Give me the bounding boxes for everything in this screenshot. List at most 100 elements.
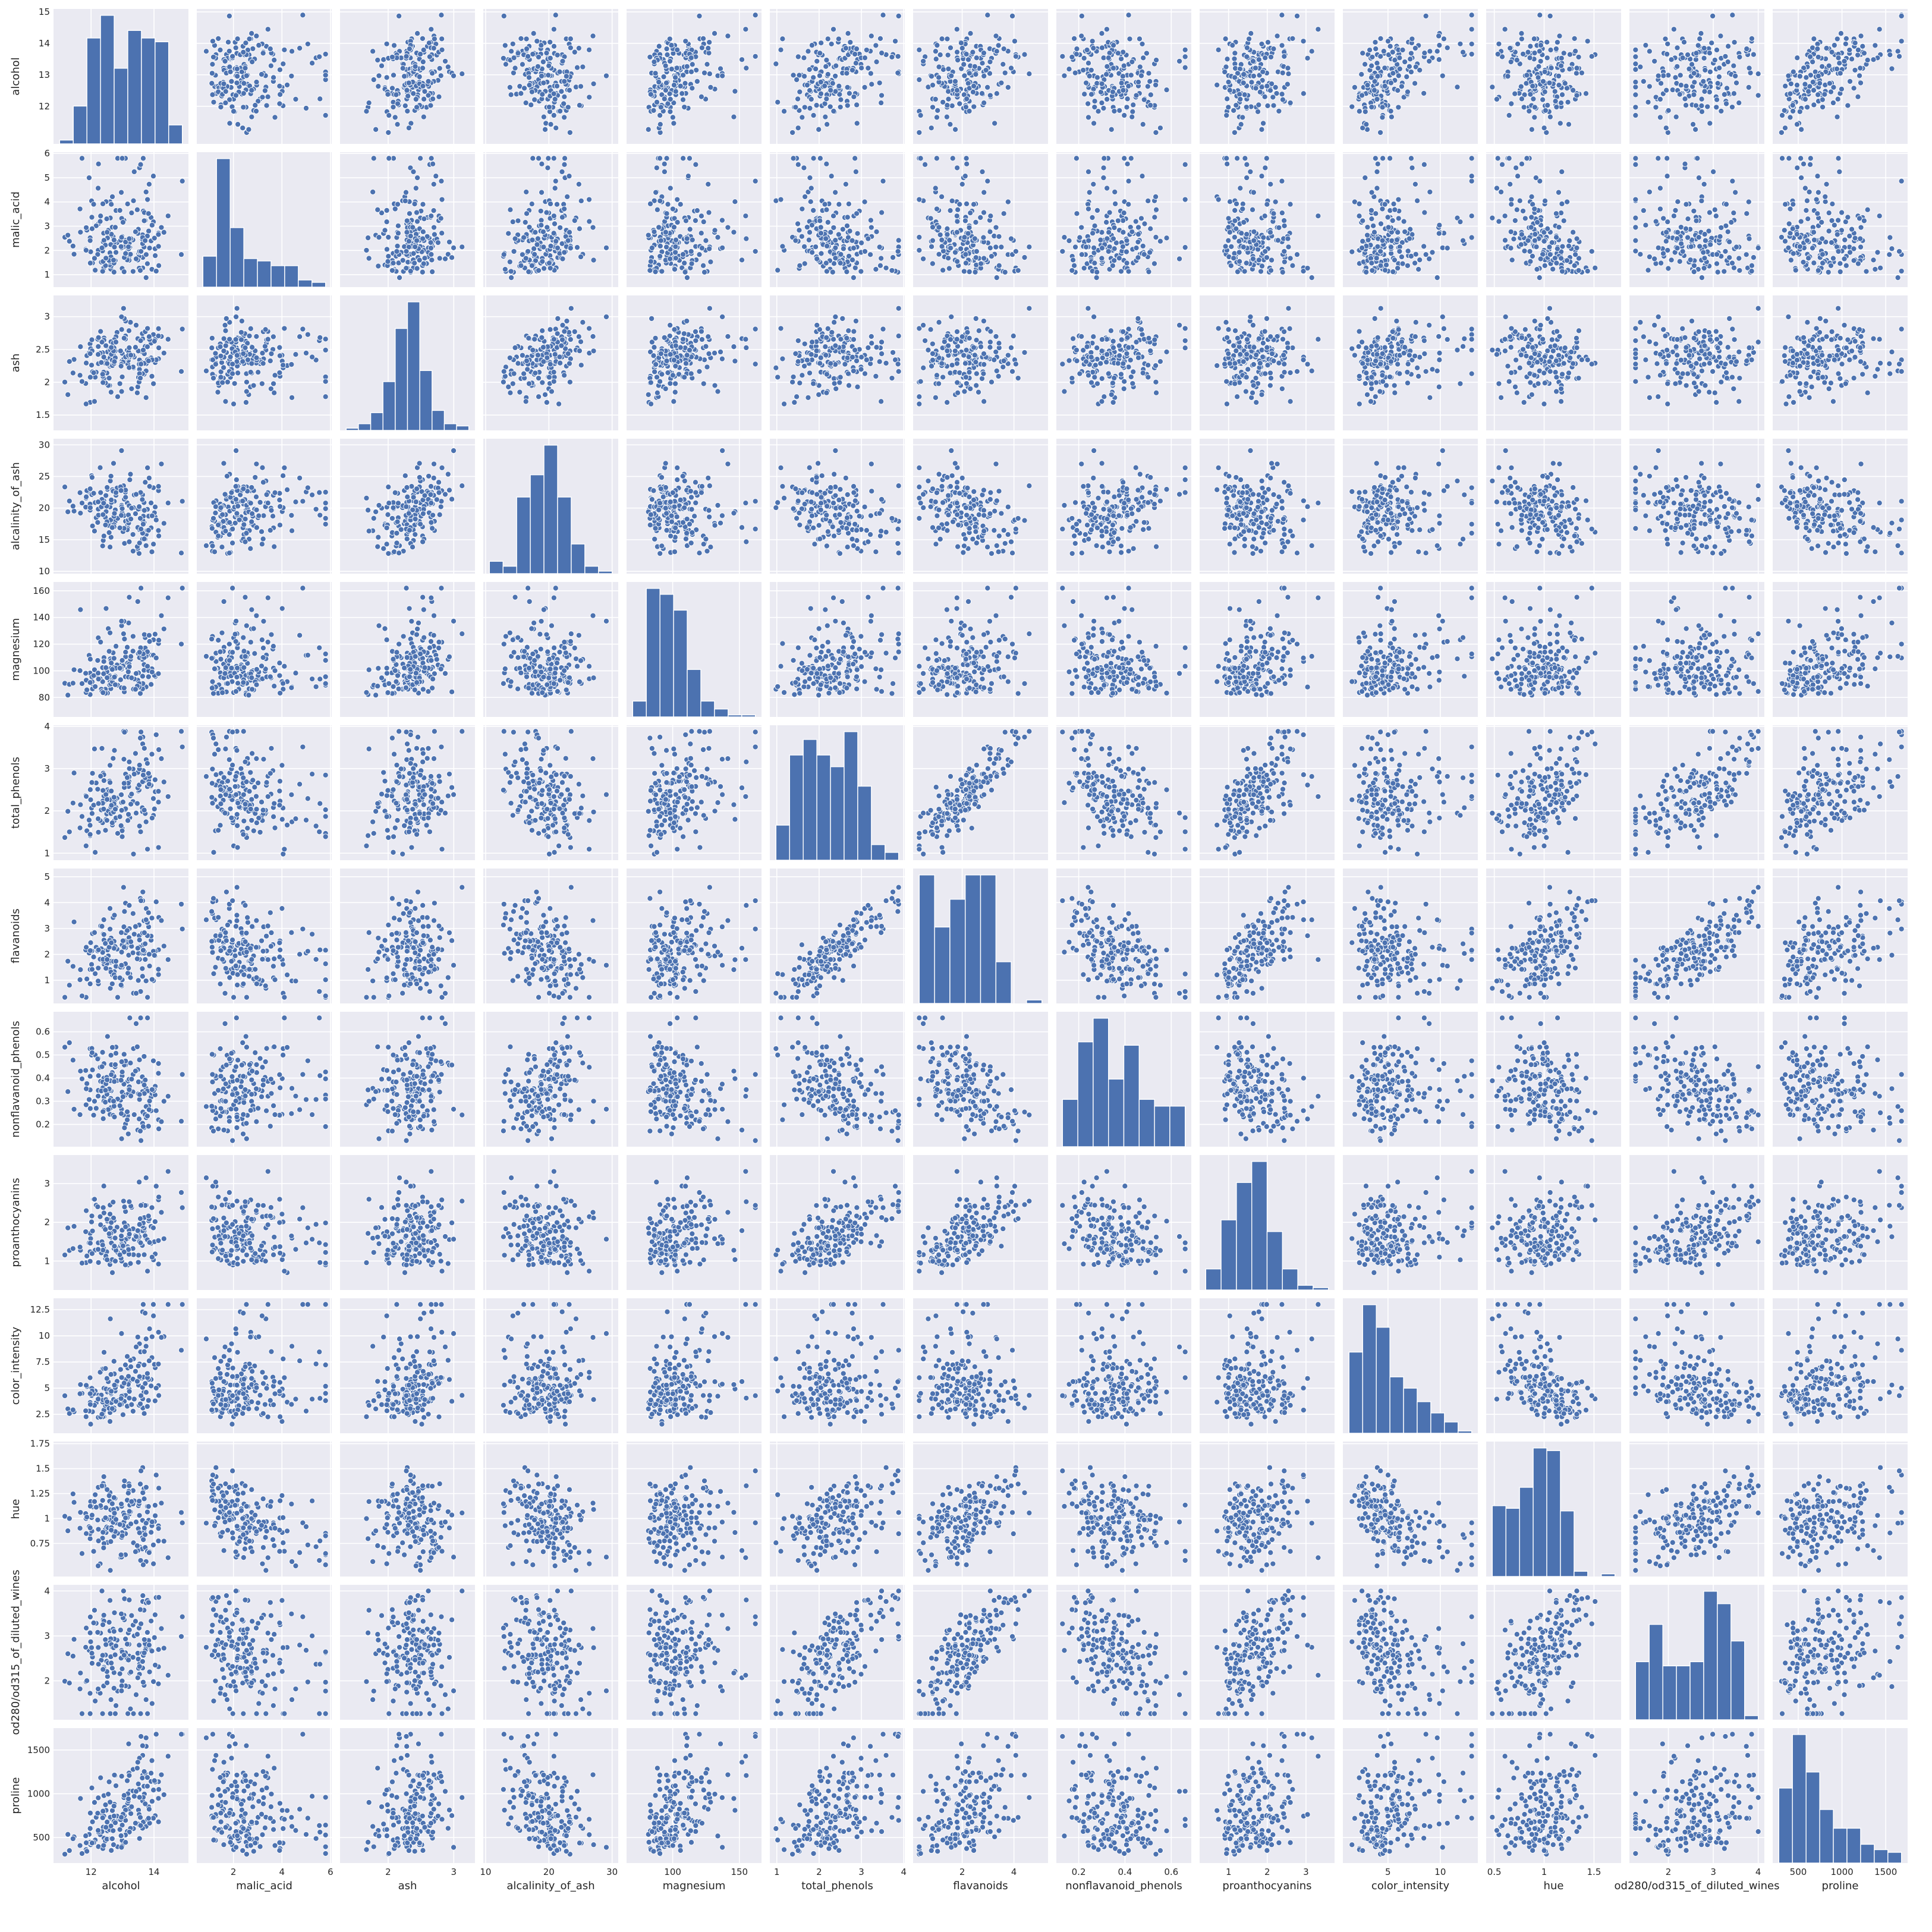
scatter-point <box>384 75 389 80</box>
scatter-point <box>603 73 609 78</box>
scatter-point <box>277 101 282 106</box>
scatter-point <box>289 49 294 54</box>
scatter-point <box>415 31 420 36</box>
scatter-point <box>218 47 223 52</box>
scatter-point <box>210 39 215 44</box>
scatter-point <box>422 89 427 94</box>
scatter-point <box>707 39 712 45</box>
scatter-point <box>439 36 445 42</box>
scatter-point <box>385 92 391 97</box>
scatter-point <box>235 36 240 42</box>
scatter-point <box>376 73 382 78</box>
scatter-point <box>414 105 419 110</box>
scatter-point <box>260 95 265 100</box>
scatter-point <box>690 62 695 67</box>
scatter-point <box>228 69 233 74</box>
scatter-point <box>234 66 240 71</box>
scatter-point <box>227 121 232 126</box>
scatter-point <box>209 71 215 76</box>
scatter-point <box>432 36 437 42</box>
scatter-point <box>501 13 506 18</box>
scatter-point <box>397 13 402 18</box>
scatter-point <box>413 64 418 69</box>
scatter-point <box>511 55 517 61</box>
scatter-point <box>567 130 572 135</box>
scatter-point <box>557 69 562 74</box>
scatter-point <box>420 83 426 89</box>
scatter-point <box>669 67 674 72</box>
histogram-bar <box>114 68 128 144</box>
scatter-point <box>507 84 512 90</box>
scatter-point <box>323 73 328 78</box>
scatter-point <box>574 65 580 70</box>
scatter-point <box>508 92 514 97</box>
scatter-point <box>551 112 556 118</box>
scatter-point <box>233 45 238 51</box>
scatter-point <box>218 105 224 110</box>
scatter-point <box>674 65 679 71</box>
scatter-point <box>671 121 676 126</box>
scatter-point <box>540 92 545 97</box>
scatter-point <box>707 71 712 77</box>
scatter-point <box>543 121 549 126</box>
scatter-point <box>697 13 702 18</box>
scatter-point <box>518 36 524 41</box>
scatter-point <box>572 49 577 55</box>
scatter-point <box>309 61 314 66</box>
y-tick-label: 15 <box>39 7 50 17</box>
scatter-point <box>739 57 744 62</box>
scatter-point <box>551 27 556 32</box>
scatter-point <box>282 47 287 52</box>
scatter-point <box>731 114 737 119</box>
scatter-point <box>417 74 422 80</box>
y-tick-label: 13 <box>39 70 50 80</box>
scatter-point <box>591 81 596 86</box>
scatter-point <box>216 36 221 41</box>
scatter-point <box>667 36 672 42</box>
scatter-point <box>413 96 419 102</box>
scatter-point <box>221 81 226 86</box>
scatter-point <box>253 102 258 108</box>
scatter-point <box>555 52 560 58</box>
scatter-point <box>698 94 704 99</box>
scatter-point <box>391 105 396 110</box>
scatter-point <box>558 108 563 114</box>
scatter-point <box>270 75 276 80</box>
scatter-point <box>231 109 236 114</box>
scatter-point <box>668 109 673 114</box>
scatter-point <box>531 31 536 36</box>
scatter-point <box>529 89 534 95</box>
y-tick-label: 14 <box>39 38 50 49</box>
histogram-bar <box>87 38 100 144</box>
scatter-point <box>317 96 323 102</box>
scatter-point <box>371 77 376 82</box>
scatter-point <box>402 103 408 108</box>
scatter-point <box>404 87 410 93</box>
scatter-point <box>431 45 436 51</box>
scatter-point <box>510 41 515 46</box>
scatter-point <box>694 78 700 84</box>
scatter-point <box>679 91 685 96</box>
scatter-point <box>442 58 448 64</box>
scatter-point <box>701 70 707 75</box>
scatter-point <box>526 75 531 80</box>
scatter-point <box>683 39 688 44</box>
scatter-point <box>524 36 529 42</box>
scatter-point <box>389 86 395 91</box>
scatter-point <box>656 43 662 49</box>
scatter-point <box>541 114 546 119</box>
scatter-point <box>512 65 518 71</box>
panel-0-3 <box>483 9 618 144</box>
scatter-point <box>265 27 270 32</box>
histogram-bar <box>100 15 114 144</box>
scatter-point <box>565 105 571 110</box>
panel-0-2 <box>340 9 475 144</box>
scatter-point <box>366 100 372 105</box>
scatter-point <box>439 12 444 18</box>
scatter-point <box>405 93 411 99</box>
panel-background <box>627 9 762 144</box>
histogram-bar <box>128 30 141 144</box>
histogram-bar <box>169 125 182 144</box>
scatter-point <box>249 114 254 119</box>
scatter-point <box>580 64 586 70</box>
